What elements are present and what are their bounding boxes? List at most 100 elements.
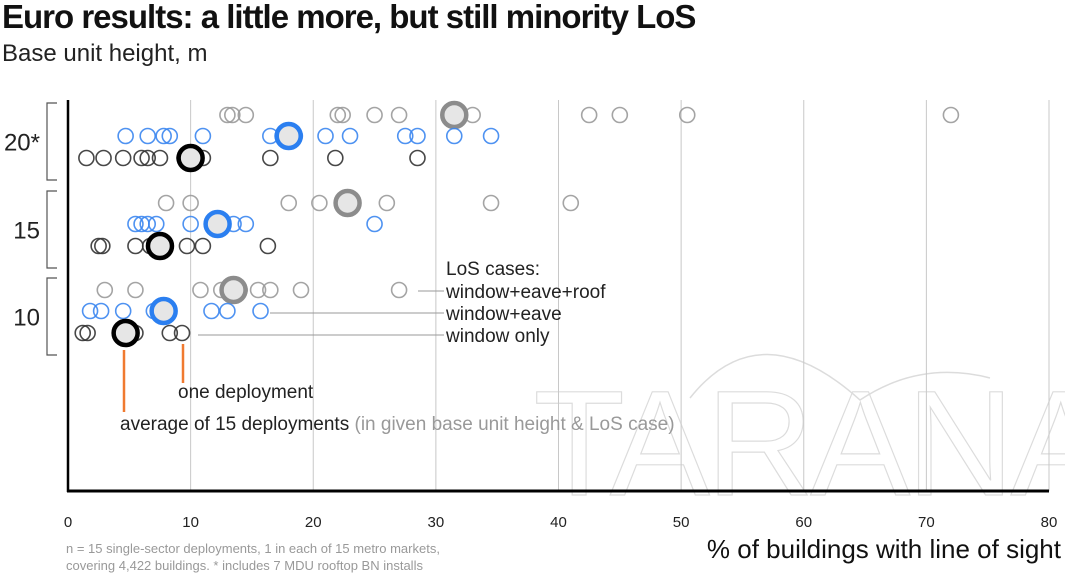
footnote-line-1: n = 15 single-sector deployments, 1 in e… [66,541,440,556]
y-axis-title: Base unit height, m [2,40,208,67]
point-20*-0-11 [678,106,696,124]
point-15-1-3 [147,215,165,233]
average-point-20*-2 [176,143,205,173]
point-20*-1-8 [317,127,334,145]
x-tick-label-20: 20 [305,514,322,531]
point-15-2-5 [178,237,196,255]
point-20*-1-3 [161,127,179,145]
average-point-15-0 [333,188,362,218]
x-tick-label-30: 30 [428,514,445,531]
point-10-0-8 [292,281,310,299]
point-15-1-7 [237,215,255,233]
average-point-20*-1 [274,121,303,151]
x-tick-label-50: 50 [673,514,690,531]
point-20*-1-12 [445,127,463,145]
average-label-note: (in given base unit height & LoS case) [355,414,675,435]
point-10-1-6 [219,302,236,320]
watermark-arc [689,353,991,401]
bracket-10 [46,277,57,356]
point-10-0-7 [262,281,279,299]
point-10-0-1 [127,281,144,299]
one-deployment-label: one deployment [178,382,314,403]
average-label: average of 15 deployments (in given base… [120,414,675,435]
point-10-1-2 [114,302,132,320]
point-10-1-1 [92,302,110,320]
data-points [74,100,960,348]
point-10-0-0 [96,281,114,299]
point-20*-1-10 [396,127,414,145]
x-tick-label-60: 60 [795,514,812,531]
watermark-text: TARANA [533,359,1065,527]
point-20*-1-1 [139,127,157,145]
gridlines [190,100,1050,491]
point-15-0-7 [562,194,580,212]
point-10-2-1 [79,324,96,342]
point-10-1-5 [203,302,220,320]
legend-heading: LoS cases: [446,259,540,280]
point-20*-2-10 [327,149,344,167]
point-15-0-0 [157,194,175,212]
point-20*-0-4 [334,106,351,124]
point-20*-0-12 [942,106,960,124]
point-20*-1-2 [155,127,172,145]
x-tick-label-40: 40 [550,514,567,531]
point-20*-0-0 [219,106,236,124]
point-10-2-4 [161,324,179,342]
point-15-0-5 [378,194,396,212]
point-20*-1-0 [117,127,134,145]
average-point-15-2 [145,231,175,261]
axes [66,100,1049,493]
point-15-2-7 [259,237,277,255]
y-group-label-15: 15 [13,218,40,245]
y-group-label-20*: 20* [4,130,40,157]
point-10-0-6 [249,281,267,299]
bracket-15 [46,190,57,269]
point-10-0-9 [390,281,408,299]
x-axis-title: % of buildings with line of sight [706,534,1061,564]
point-15-0-1 [182,194,199,212]
point-10-0-2 [192,281,209,299]
point-20*-2-9 [262,149,279,167]
point-20*-2-1 [95,149,112,167]
average-point-20*-0 [440,100,469,130]
legend-item-0: window+eave+roof [445,282,606,303]
average-point-15-1 [203,209,232,239]
point-20*-0-2 [237,106,255,124]
point-20*-1-11 [409,127,426,145]
legend-item-1: window+eave [445,304,562,325]
group-brackets [46,102,57,356]
footnote-line-2: covering 4,422 buildings. * includes 7 M… [66,558,423,573]
point-20*-2-3 [133,149,150,167]
point-20*-0-6 [390,106,408,124]
point-15-1-2 [139,215,157,233]
point-10-1-0 [81,302,99,320]
point-20*-0-9 [580,106,598,124]
point-15-0-2 [280,194,298,212]
point-20*-0-3 [329,106,347,124]
point-20*-2-4 [139,149,157,167]
average-point-10-0 [219,275,248,305]
point-20*-0-1 [224,106,241,124]
x-tick-label-10: 10 [182,514,199,531]
chart-title: Euro results: a little more, but still m… [2,0,696,35]
point-15-2-2 [127,237,144,255]
point-15-0-3 [311,194,328,212]
point-20*-2-0 [78,149,95,167]
point-20*-1-4 [194,127,212,145]
point-20*-2-11 [409,149,426,167]
average-label-main: average of 15 deployments [120,414,355,435]
point-15-2-0 [90,237,107,255]
point-15-2-6 [194,237,212,255]
average-point-10-2 [111,318,140,348]
bracket-20* [46,102,57,181]
point-10-2-5 [173,324,191,342]
point-10-1-7 [252,302,269,320]
point-20*-2-5 [151,149,169,167]
y-group-label-10: 10 [13,305,40,332]
legend-item-2: window only [445,326,550,347]
point-20*-1-9 [341,127,359,145]
x-tick-label-0: 0 [64,514,72,531]
point-20*-2-2 [114,149,132,167]
